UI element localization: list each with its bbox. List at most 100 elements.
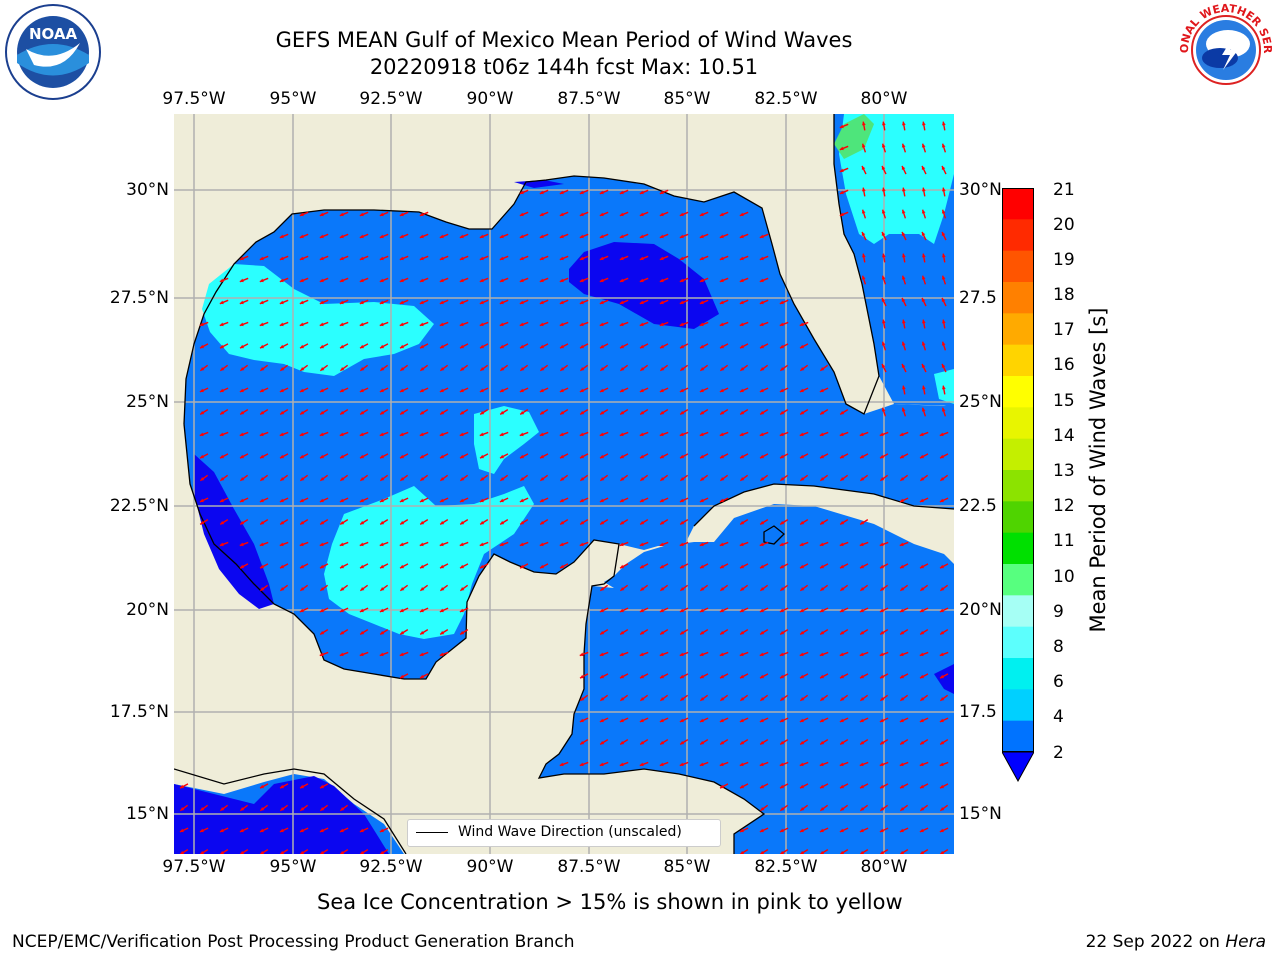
wind-arrow-head [680,740,685,745]
wind-arrow-head [680,477,685,481]
wind-arrow-head [760,697,765,701]
wind-arrow-head [600,344,605,349]
wind-arrow-head [720,587,725,591]
wind-arrow-head [760,850,765,854]
wind-arrow-head [860,477,865,481]
wind-arrow-head [800,477,805,481]
low-period-region [569,242,719,329]
wind-arrow-head [339,542,344,547]
wind-arrow-head [320,520,325,525]
wind-arrow-head [339,388,344,393]
wind-arrow-head [919,718,924,723]
wind-arrow-head [419,278,424,283]
wind-arrow-head [619,762,624,767]
wind-arrow-head [499,432,504,437]
wind-arrow-head [779,300,784,305]
wind-arrow-head [840,454,845,459]
wind-arrow-head [740,587,745,591]
wind-arrow-head [899,542,904,547]
wind-arrow-head [639,322,644,327]
wind-arrow-head [420,520,425,525]
wind-arrow-head [380,410,385,415]
wind-arrow-head [280,410,285,415]
wind-arrow-head [720,477,725,481]
wind-arrow-head [619,652,624,657]
wind-arrow-head [860,564,865,569]
lat-label-right: 22.5 [959,496,997,516]
wind-arrow-head [439,542,444,547]
wind-arrow-head [840,674,845,679]
wind-arrow-head [921,275,926,280]
wind-arrow-head [240,367,245,371]
wind-arrow-head [299,212,304,217]
wind-arrow-head [839,124,844,129]
wind-arrow-head [379,234,384,239]
wind-arrow-head [639,234,644,239]
wind-arrow-head [220,410,225,415]
wind-arrow-head [579,388,584,393]
noaa-logo: NOAA [4,3,102,101]
wind-arrow-head [380,344,385,349]
colorbar-tick: 13 [1053,461,1075,481]
wind-arrow-head [299,498,304,503]
wind-arrow-head [700,367,705,371]
wind-arrow-head [319,542,324,547]
wind-arrow-head [800,344,805,349]
wind-arrow-head [780,784,785,789]
wind-arrow-head [619,278,624,283]
lat-label-left: 25°N [126,392,169,412]
wind-arrow-head [280,520,285,525]
wind-arrow-head [920,587,925,591]
wind-arrow-head [719,212,724,217]
wind-arrow-head [579,498,584,503]
wind-arrow-head [901,275,906,280]
wind-arrow-head [599,608,604,613]
wind-arrow-head [779,432,784,437]
wind-arrow-head [280,850,285,854]
wind-arrow-head [660,630,665,635]
wind-arrow-head [879,608,884,613]
wind-arrow-head [939,608,944,613]
footer-date-text: 22 Sep 2022 on [1085,932,1226,952]
wind-arrow-head [900,477,905,481]
wind-arrow-head [820,477,825,481]
wind-arrow-head [199,432,204,437]
wind-arrow-head [720,784,725,789]
wind-arrow-head [319,388,324,393]
wind-arrow-head [280,784,285,789]
wind-arrow-head [319,652,324,657]
wind-arrow-head [740,564,745,569]
wind-arrow-head [780,564,785,569]
wind-arrow-head [659,542,664,547]
wind-arrow-head [840,587,845,591]
wind-arrow-head [939,432,944,437]
wind-arrow-head [259,828,264,833]
wind-arrow-head [839,718,844,723]
wind-arrow-head [200,344,205,349]
wind-arrow-head [440,520,445,525]
wind-arrow-head [420,367,425,371]
wind-arrow-head [800,674,805,679]
wind-arrow-head [359,300,364,305]
colorbar-swatch [1002,407,1034,440]
wind-arrow-head [600,587,605,591]
colorbar-tick: 4 [1053,707,1064,727]
wind-arrow-head [779,652,784,657]
lon-label-top: 82.5°W [754,89,818,109]
wind-arrow-head [399,542,404,547]
wind-arrow-head [620,344,625,349]
wind-arrow-head [560,367,565,371]
wind-arrow-head [939,718,944,723]
wind-arrow-head [941,385,946,390]
wind-arrow-head [739,652,744,657]
wind-arrow-head [439,322,444,327]
wind-arrow-head [219,388,224,393]
wind-arrow-head [580,367,585,371]
wind-arrow-head [400,410,405,415]
wind-arrow-head [920,740,925,745]
wind-arrow-head [539,190,544,195]
wind-arrow-head [420,564,425,569]
wind-arrow-head [880,477,885,481]
wind-arrow-head [319,608,324,613]
wind-arrow-head [919,762,924,767]
